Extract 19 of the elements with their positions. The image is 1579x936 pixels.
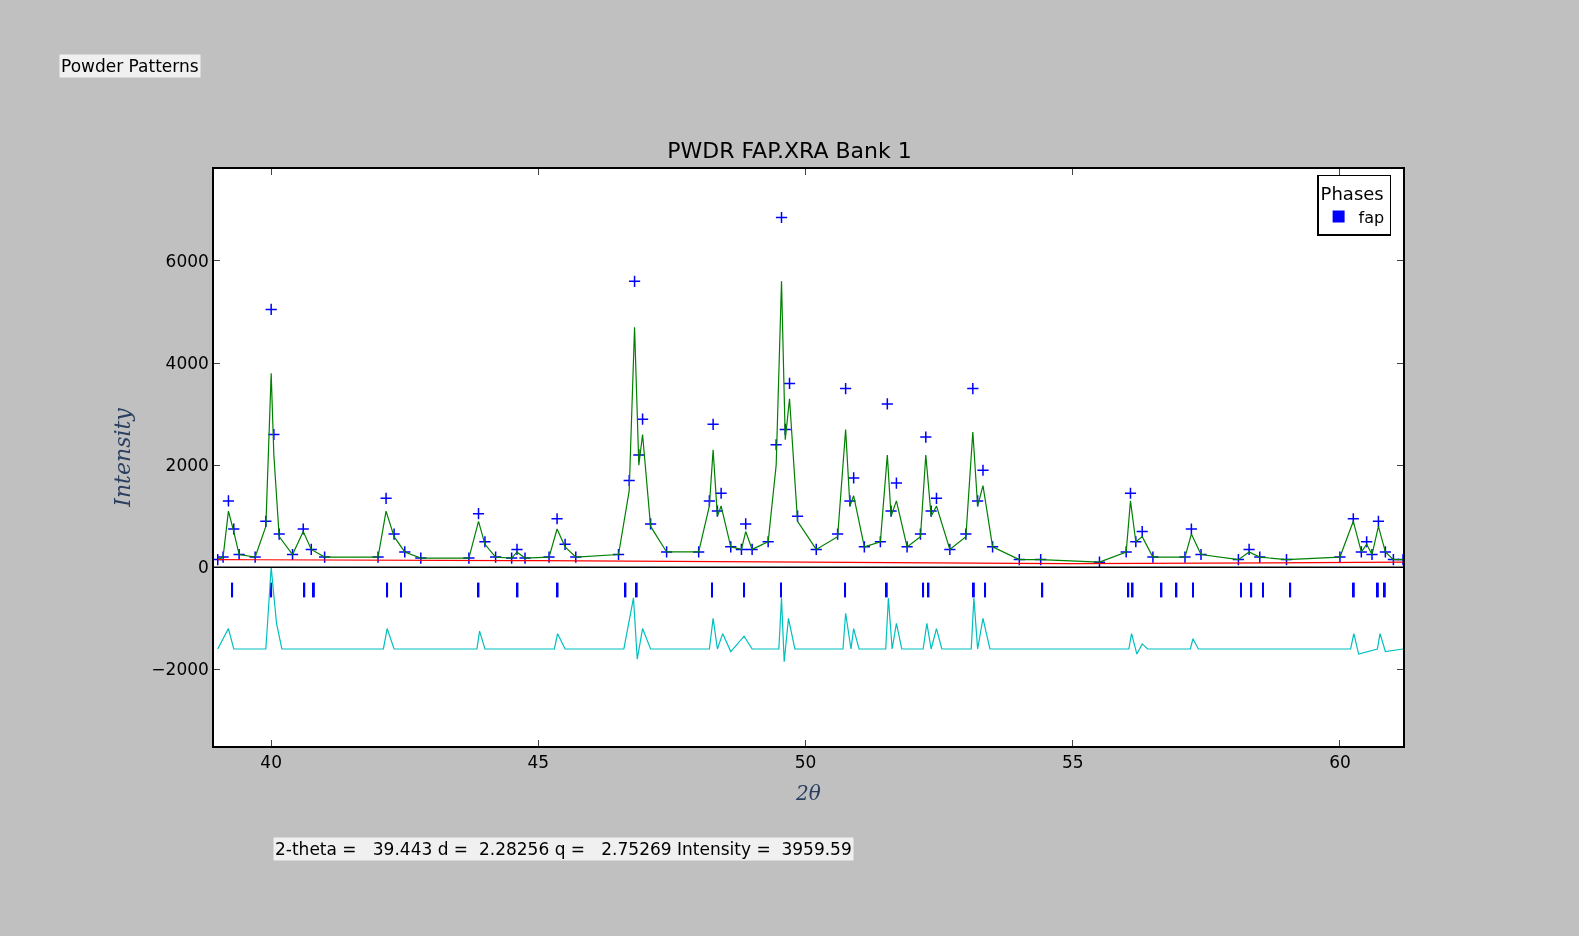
line-series bbox=[217, 280, 1403, 563]
text: Powder Patterns bbox=[61, 56, 199, 76]
x-tick-label: 55 bbox=[1061, 752, 1084, 773]
text: 2-theta = 39.443 d = 2.28256 q = 2.75269 Intensity = 3959.59 bbox=[275, 839, 852, 859]
y-tick-label: 2000 bbox=[165, 455, 209, 476]
x-tick-label: 60 bbox=[1329, 752, 1351, 773]
y-tick-label: −2000 bbox=[151, 659, 209, 680]
x-tick-label: 50 bbox=[794, 752, 817, 773]
x-axis-title: 2θ bbox=[795, 781, 821, 806]
y-tick-label: 6000 bbox=[165, 250, 209, 271]
chart-title: PWDR FAP.XRA Bank 1 bbox=[667, 137, 912, 163]
x-tick-label: 40 bbox=[260, 752, 282, 773]
y-tick-label: 0 bbox=[198, 557, 209, 578]
y-axis-title: Intensity bbox=[109, 407, 135, 508]
legend-label: fap bbox=[1358, 207, 1385, 227]
legend-title: Phases bbox=[1320, 182, 1384, 204]
y-tick-label: 4000 bbox=[165, 352, 209, 373]
x-tick-label: 45 bbox=[527, 752, 550, 773]
line-series bbox=[217, 566, 1403, 663]
